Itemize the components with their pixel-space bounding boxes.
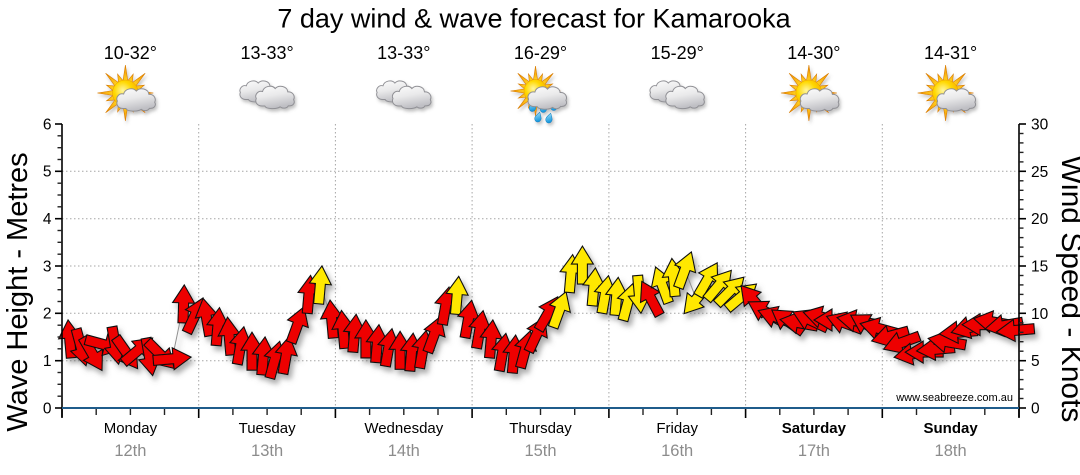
svg-text:15th: 15th bbox=[524, 442, 556, 460]
svg-text:Tuesday: Tuesday bbox=[239, 420, 296, 437]
svg-text:14th: 14th bbox=[388, 442, 420, 460]
svg-text:15: 15 bbox=[1031, 259, 1048, 276]
svg-text:13-33°: 13-33° bbox=[240, 43, 293, 63]
svg-text:4: 4 bbox=[43, 211, 52, 228]
svg-text:30: 30 bbox=[1031, 117, 1049, 134]
svg-text:3: 3 bbox=[43, 258, 52, 275]
svg-text:25: 25 bbox=[1031, 164, 1048, 181]
svg-text:10-32°: 10-32° bbox=[104, 43, 157, 63]
svg-text:0: 0 bbox=[1031, 401, 1040, 418]
svg-text:1: 1 bbox=[43, 353, 52, 370]
svg-text:12th: 12th bbox=[114, 442, 146, 460]
svg-text:Wave Height - Metres: Wave Height - Metres bbox=[2, 152, 34, 431]
svg-text:Saturday: Saturday bbox=[782, 420, 847, 437]
svg-text:17th: 17th bbox=[798, 442, 830, 460]
svg-text:14-30°: 14-30° bbox=[787, 43, 840, 63]
svg-text:14-31°: 14-31° bbox=[924, 43, 977, 63]
svg-text:7 day wind & wave forecast for: 7 day wind & wave forecast for Kamarooka bbox=[277, 4, 791, 34]
svg-text:16th: 16th bbox=[661, 442, 693, 460]
svg-text:Wednesday: Wednesday bbox=[364, 420, 443, 437]
svg-text:Friday: Friday bbox=[656, 420, 698, 437]
svg-text:Wind Speed - Knots: Wind Speed - Knots bbox=[1055, 156, 1080, 423]
svg-text:10: 10 bbox=[1031, 306, 1049, 323]
svg-text:20: 20 bbox=[1031, 211, 1049, 228]
svg-text:13-33°: 13-33° bbox=[377, 43, 430, 63]
svg-text:2: 2 bbox=[43, 306, 52, 323]
svg-text:18th: 18th bbox=[935, 442, 967, 460]
svg-text:13th: 13th bbox=[251, 442, 283, 460]
svg-text:Thursday: Thursday bbox=[509, 420, 572, 437]
svg-text:6: 6 bbox=[43, 116, 52, 133]
svg-text:0: 0 bbox=[43, 400, 52, 417]
svg-text:Monday: Monday bbox=[104, 420, 158, 437]
svg-text:15-29°: 15-29° bbox=[651, 43, 704, 63]
svg-text:5: 5 bbox=[43, 164, 52, 181]
svg-text:16-29°: 16-29° bbox=[514, 43, 567, 63]
svg-text:Sunday: Sunday bbox=[924, 420, 979, 437]
svg-text:5: 5 bbox=[1031, 353, 1040, 370]
svg-text:www.seabreeze.com.au: www.seabreeze.com.au bbox=[895, 392, 1013, 404]
